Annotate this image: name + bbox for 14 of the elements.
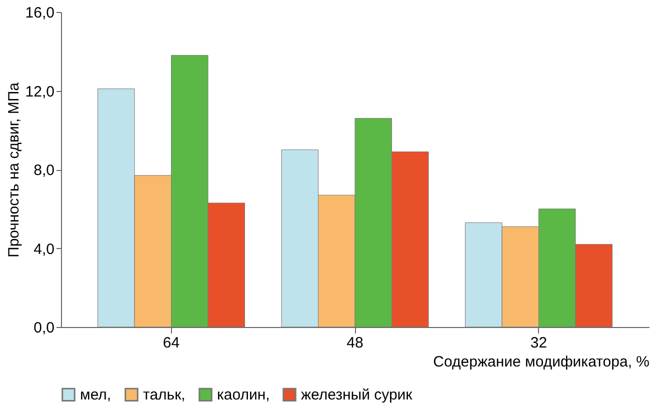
legend-label: мел, [80, 386, 112, 404]
x-tick-label: 48 [346, 334, 364, 352]
x-tick-label: 64 [162, 334, 180, 352]
y-tick-label: 8,0 [34, 162, 54, 179]
y-tick-label: 0,0 [34, 320, 54, 336]
legend-label: каолин, [217, 386, 270, 404]
y-tick-label: 4,0 [34, 240, 54, 258]
y-tick-label: 16,0 [25, 4, 54, 22]
y-tick-label: 12,0 [25, 83, 54, 100]
legend-label: железный сурик [301, 386, 413, 404]
y-axis-title: Прочность на сдвиг, МПа [5, 82, 22, 258]
x-axis-title: Содержание модификатора, % [433, 354, 650, 370]
x-tick-label: 32 [530, 334, 548, 352]
legend-label: тальк, [143, 386, 186, 404]
